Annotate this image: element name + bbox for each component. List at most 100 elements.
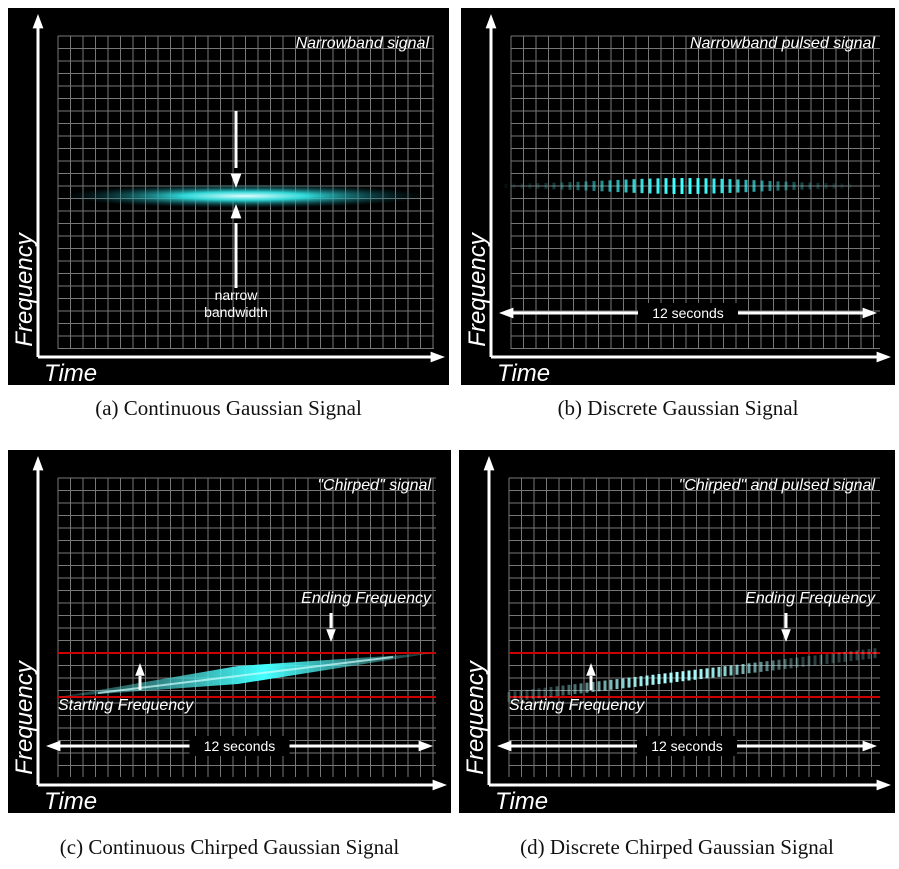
pulse bbox=[585, 181, 588, 190]
pulse bbox=[545, 183, 548, 189]
pulse bbox=[622, 678, 625, 688]
pulse bbox=[801, 182, 804, 189]
arrow-head bbox=[433, 780, 447, 791]
y-axis-label: Frequency bbox=[11, 659, 38, 774]
arrow-head bbox=[135, 663, 145, 676]
pulse bbox=[817, 183, 820, 189]
pulse bbox=[796, 658, 799, 668]
pulse bbox=[809, 183, 812, 190]
panel-label: "Chirped" signal bbox=[317, 477, 431, 494]
annotation: Starting Frequency bbox=[58, 697, 194, 714]
pulse bbox=[673, 178, 676, 194]
pulse bbox=[785, 182, 788, 191]
arrow-head bbox=[863, 741, 877, 752]
arrow-head bbox=[586, 663, 596, 676]
pulse bbox=[652, 675, 655, 685]
pulse bbox=[665, 178, 668, 194]
arrow-head bbox=[497, 741, 511, 752]
pulse bbox=[568, 685, 571, 695]
pulse bbox=[617, 180, 620, 192]
pulse bbox=[705, 178, 708, 193]
pulse bbox=[556, 686, 559, 696]
pulse bbox=[838, 653, 841, 663]
pulse bbox=[689, 178, 692, 194]
arrow-head bbox=[484, 456, 495, 470]
annotation: Ending Frequency bbox=[745, 590, 876, 607]
pulse bbox=[826, 654, 829, 664]
pulse bbox=[574, 684, 577, 694]
pulse bbox=[609, 180, 612, 191]
pulse bbox=[844, 652, 847, 662]
arrow-head bbox=[486, 14, 497, 28]
pulse bbox=[649, 179, 652, 194]
pulse bbox=[713, 178, 716, 193]
pulse bbox=[850, 651, 853, 661]
pulse bbox=[553, 183, 556, 190]
pulse bbox=[766, 661, 769, 671]
panel: Narrowband pulsed signalFrequencyTime12 … bbox=[461, 8, 895, 385]
pulse bbox=[784, 659, 787, 669]
arrow-head bbox=[33, 14, 44, 28]
pulse bbox=[825, 183, 828, 189]
pulse bbox=[625, 180, 628, 193]
pulse bbox=[628, 678, 631, 688]
pulse bbox=[700, 669, 703, 679]
annotation: bandwidth bbox=[204, 304, 268, 320]
x-axis-label: Time bbox=[44, 360, 97, 385]
y-axis-label: Frequency bbox=[464, 231, 491, 346]
pulse bbox=[601, 181, 604, 192]
pulse bbox=[561, 182, 564, 189]
pulse bbox=[610, 680, 613, 690]
pulse bbox=[529, 183, 532, 188]
pulse bbox=[580, 683, 583, 693]
pulse bbox=[688, 670, 691, 680]
pulse bbox=[802, 657, 805, 667]
pulse bbox=[681, 178, 684, 194]
pulse bbox=[682, 671, 685, 681]
pulse bbox=[633, 179, 636, 193]
pulse bbox=[641, 179, 644, 193]
pulse bbox=[833, 183, 836, 189]
panel: Narrowband signalFrequencyTimenarrowband… bbox=[8, 8, 449, 385]
pulse bbox=[616, 679, 619, 689]
pulse bbox=[814, 655, 817, 665]
x-axis-label: Time bbox=[497, 360, 550, 385]
panel-label: "Chirped" and pulsed signal bbox=[679, 477, 876, 494]
page: Narrowband signalFrequencyTimenarrowband… bbox=[0, 0, 899, 869]
pulse bbox=[537, 183, 540, 189]
pulse bbox=[769, 181, 772, 191]
x-axis-label: Time bbox=[495, 788, 548, 813]
annotation: Starting Frequency bbox=[509, 697, 645, 714]
pulse bbox=[604, 681, 607, 691]
pulse bbox=[721, 179, 724, 193]
pulse bbox=[550, 687, 553, 697]
annotation: narrow bbox=[215, 287, 259, 303]
x-axis-label: Time bbox=[44, 788, 97, 813]
y-axis-label: Frequency bbox=[462, 659, 489, 774]
pulse bbox=[736, 665, 739, 675]
arrow-head bbox=[431, 352, 445, 363]
arrow-head bbox=[877, 352, 891, 363]
pulse bbox=[724, 666, 727, 676]
pulse bbox=[729, 179, 732, 193]
pulse bbox=[841, 183, 844, 188]
pulse bbox=[874, 648, 877, 658]
arrow-head bbox=[499, 308, 513, 319]
pulse bbox=[737, 179, 740, 192]
pulse bbox=[856, 650, 859, 660]
pulse bbox=[664, 673, 667, 683]
pulse bbox=[521, 183, 524, 188]
pulse bbox=[772, 660, 775, 670]
caption: (c) Continuous Chirped Gaussian Signal bbox=[8, 835, 451, 860]
panel: "Chirped" and pulsed signal FrequencyTime… bbox=[459, 450, 895, 813]
caption: (b) Discrete Gaussian Signal bbox=[461, 396, 895, 421]
pulse bbox=[640, 676, 643, 686]
pulse bbox=[505, 184, 508, 189]
pulse bbox=[706, 668, 709, 678]
caption: (a) Continuous Gaussian Signal bbox=[8, 396, 449, 421]
arrow-head bbox=[33, 456, 44, 470]
pulse bbox=[676, 672, 679, 682]
pulse bbox=[742, 664, 745, 674]
pulse bbox=[862, 650, 865, 660]
